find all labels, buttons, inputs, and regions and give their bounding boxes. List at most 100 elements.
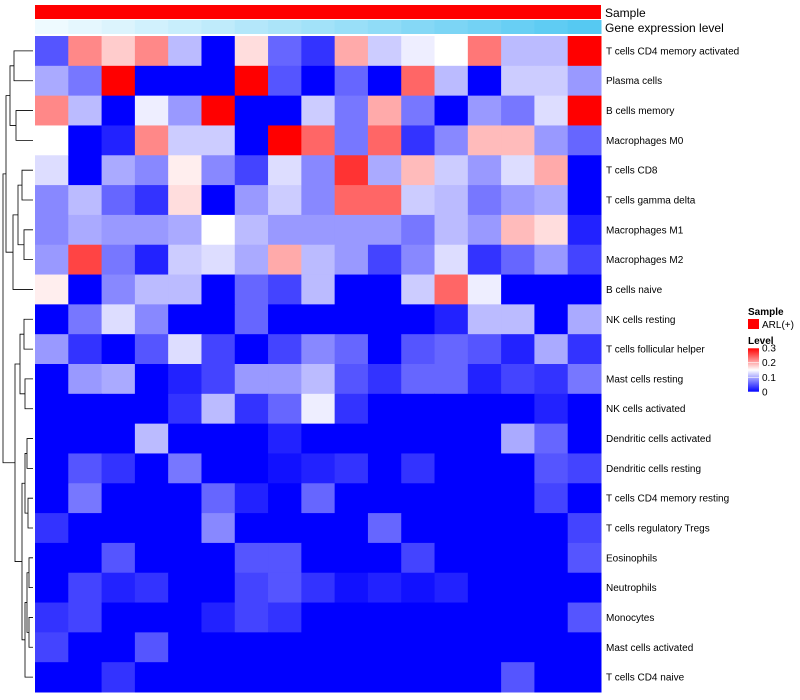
heatmap-cell bbox=[201, 185, 236, 216]
heatmap-cell bbox=[334, 36, 369, 67]
heatmap-cell bbox=[35, 542, 69, 574]
heatmap-cell bbox=[234, 36, 269, 67]
heatmap-cell bbox=[434, 453, 469, 484]
annotation-cell-gene-expression bbox=[101, 20, 136, 34]
heatmap-cell bbox=[68, 214, 103, 246]
heatmap-cell bbox=[101, 214, 136, 246]
heatmap-cell bbox=[434, 304, 469, 335]
dendrogram-branch bbox=[2, 173, 15, 464]
heatmap-cell bbox=[367, 95, 402, 126]
row-label: NK cells resting bbox=[606, 315, 675, 326]
dendrogram-branch bbox=[13, 50, 33, 82]
heatmap-cell bbox=[534, 95, 569, 126]
heatmap-cell bbox=[334, 483, 369, 514]
heatmap-cell bbox=[434, 483, 469, 514]
heatmap-cell bbox=[35, 244, 69, 276]
heatmap-cell bbox=[68, 95, 103, 126]
legend-sample-title: Sample bbox=[748, 307, 784, 318]
heatmap-cell bbox=[134, 662, 169, 693]
row-label: Mast cells activated bbox=[606, 643, 693, 654]
heatmap-cell bbox=[234, 483, 269, 514]
heatmap-cell bbox=[401, 214, 436, 246]
heatmap-cell bbox=[434, 513, 469, 544]
heatmap-cell bbox=[134, 423, 169, 454]
heatmap-cell bbox=[467, 304, 502, 335]
row-label: T cells follicular helper bbox=[606, 345, 705, 356]
heatmap-cell bbox=[101, 334, 136, 365]
annotation-cell-gene-expression bbox=[134, 20, 169, 34]
heatmap-cell bbox=[201, 95, 236, 126]
annotation-cell-gene-expression bbox=[35, 20, 69, 34]
heatmap-cell bbox=[268, 244, 302, 276]
heatmap-cell bbox=[234, 662, 269, 693]
heatmap-cell bbox=[234, 393, 269, 425]
heatmap-cell bbox=[534, 572, 569, 604]
heatmap-cell bbox=[168, 274, 202, 305]
heatmap-cell bbox=[35, 364, 69, 395]
heatmap-cell bbox=[168, 65, 202, 97]
heatmap-cell bbox=[534, 304, 569, 335]
heatmap-cell bbox=[301, 125, 336, 156]
heatmap-cell bbox=[268, 304, 302, 335]
heatmap-cell bbox=[134, 393, 169, 425]
heatmap-cell bbox=[467, 334, 502, 365]
heatmap-cell bbox=[401, 274, 436, 305]
heatmap-cell bbox=[68, 364, 103, 395]
heatmap-cell bbox=[367, 334, 402, 365]
annotation-cell-gene-expression bbox=[367, 20, 402, 34]
heatmap-cell bbox=[501, 662, 535, 693]
heatmap-cell bbox=[467, 542, 502, 574]
heatmap-cell bbox=[268, 393, 302, 425]
heatmap-cell bbox=[201, 423, 236, 454]
annotation-cell-gene-expression bbox=[68, 20, 103, 34]
heatmap-cell bbox=[501, 423, 535, 454]
row-label: Monocytes bbox=[606, 613, 654, 624]
heatmap-cell bbox=[101, 453, 136, 484]
row-label: T cells CD4 naive bbox=[606, 673, 685, 684]
heatmap-cell bbox=[134, 36, 169, 67]
heatmap-cell bbox=[168, 483, 202, 514]
heatmap-cell bbox=[168, 453, 202, 484]
row-label: Mast cells resting bbox=[606, 374, 683, 385]
heatmap-cell bbox=[35, 453, 69, 484]
heatmap-cell bbox=[35, 155, 69, 186]
heatmap-cell bbox=[134, 572, 169, 604]
legend-sample-swatch bbox=[748, 319, 759, 329]
annotation-cell-gene-expression bbox=[534, 20, 569, 34]
row-label: Eosinophils bbox=[606, 553, 657, 564]
heatmap-cell bbox=[268, 542, 302, 574]
heatmap-cell bbox=[101, 155, 136, 186]
heatmap-cell bbox=[434, 632, 469, 663]
heatmap-cell bbox=[234, 304, 269, 335]
heatmap-cell bbox=[201, 602, 236, 633]
heatmap-cell bbox=[567, 423, 602, 454]
heatmap-cell bbox=[467, 36, 502, 67]
legend: Sample ARL(+) Level 0 0.1 0.2 0.3 bbox=[748, 307, 794, 399]
heatmap-cell bbox=[134, 274, 169, 305]
heatmap-cell bbox=[234, 453, 269, 484]
heatmap-cell bbox=[101, 65, 136, 97]
heatmap-cell bbox=[101, 36, 136, 67]
heatmap-cell bbox=[567, 572, 602, 604]
heatmap-cell bbox=[301, 483, 336, 514]
heatmap-cell bbox=[434, 334, 469, 365]
heatmap-cell bbox=[501, 513, 535, 544]
annotation-cell-gene-expression bbox=[401, 20, 436, 34]
heatmap-cell bbox=[268, 274, 302, 305]
heatmap-cell bbox=[401, 393, 436, 425]
heatmap-cell bbox=[68, 453, 103, 484]
legend-tick-label: 0 bbox=[762, 388, 768, 399]
heatmap-cell bbox=[201, 65, 236, 97]
heatmap-cell bbox=[467, 483, 502, 514]
heatmap-cell bbox=[68, 423, 103, 454]
heatmap-cell bbox=[567, 36, 602, 67]
heatmap-cell bbox=[534, 334, 569, 365]
heatmap-cell bbox=[68, 542, 103, 574]
legend-level-title: Level bbox=[748, 336, 774, 347]
heatmap-cell bbox=[334, 274, 369, 305]
heatmap-cell bbox=[401, 632, 436, 663]
heatmap-cell bbox=[268, 632, 302, 663]
heatmap-cell bbox=[334, 214, 369, 246]
heatmap-cell bbox=[168, 542, 202, 574]
